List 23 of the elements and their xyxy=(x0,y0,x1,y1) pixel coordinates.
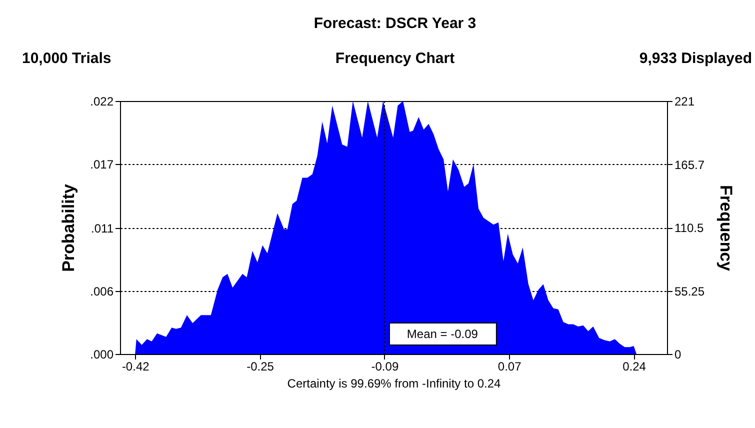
y-axis-title: Probability xyxy=(59,184,78,272)
y-tick-label: .000 xyxy=(90,348,114,362)
chart-title: Forecast: DSCR Year 3 xyxy=(314,15,476,32)
y-tick-label: .017 xyxy=(90,157,114,172)
ref-line-label: Mean = -0.09 xyxy=(406,327,478,341)
x-tick-label: -0.09 xyxy=(371,360,399,374)
y2-tick-label: 165.7 xyxy=(674,158,705,172)
y2-tick-label: 110.5 xyxy=(674,221,704,235)
y2-tick-label: 0 xyxy=(674,348,682,362)
y-tick-label: .022 xyxy=(90,94,114,108)
chart-subtitle: Frequency Chart xyxy=(335,50,455,67)
x-tick-label: -0.42 xyxy=(122,360,150,374)
y2-tick-label: 55.25 xyxy=(674,284,705,298)
x-tick-label: -0.25 xyxy=(246,360,274,374)
y-tick-label: .011 xyxy=(91,222,114,236)
y2-axis-title: Frequency xyxy=(716,185,736,272)
y2-tick-label: 221 xyxy=(674,94,695,108)
x-axis-title: Certainty is 99.69% from -Infinity to 0.24 xyxy=(287,376,502,390)
x-tick-label: 0.24 xyxy=(622,360,646,374)
x-tick-label: 0.07 xyxy=(498,360,522,374)
text: 10,000 Trials xyxy=(22,50,112,67)
y-tick-label: .006 xyxy=(90,284,114,299)
text: 9,933 Displayed xyxy=(639,50,752,67)
